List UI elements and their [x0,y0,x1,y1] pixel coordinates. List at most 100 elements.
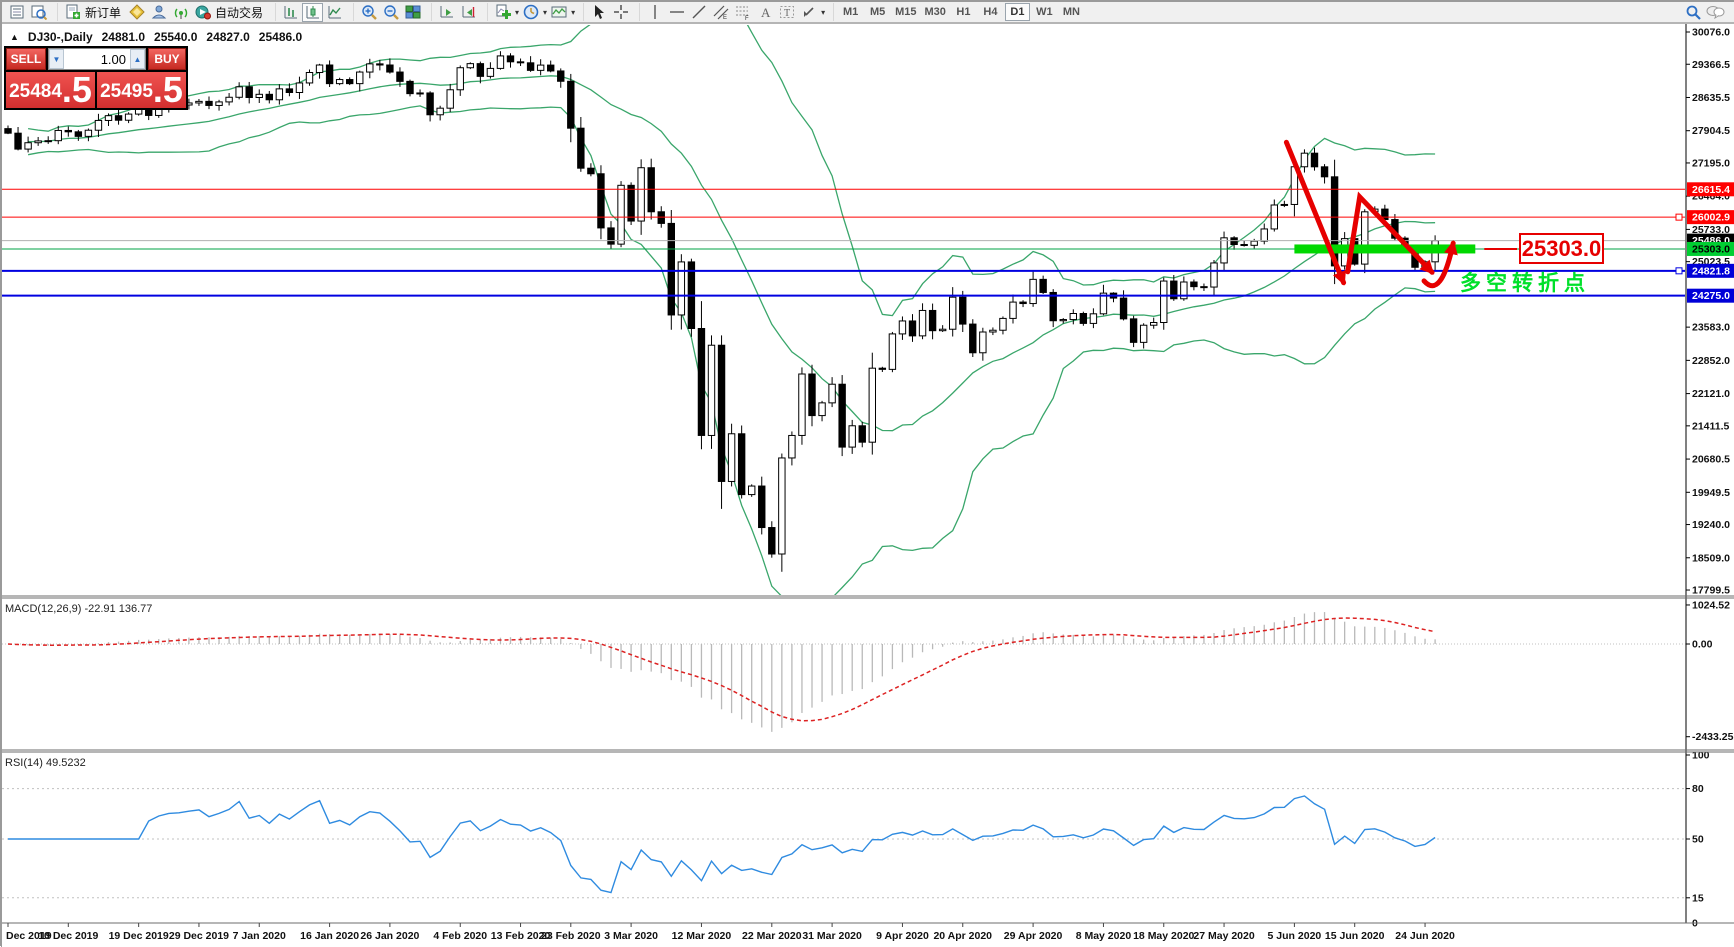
timeframe-button-m30[interactable]: M30 [924,6,946,18]
svg-text:16 Jan 2020: 16 Jan 2020 [300,930,359,942]
horizontal-line-icon[interactable] [666,3,687,22]
timeframe-button-m1[interactable]: M1 [842,6,859,18]
search-icon[interactable] [1683,3,1704,22]
periods-dropdown-icon[interactable]: ▾ [543,7,548,17]
chat-icon[interactable] [1705,3,1726,22]
toolbar-separator [634,3,641,21]
svg-text:8 May 2020: 8 May 2020 [1076,930,1132,942]
svg-text:13 Feb 2020: 13 Feb 2020 [491,930,551,942]
strategy-tester-icon[interactable] [148,3,169,22]
signals-icon[interactable] [170,3,191,22]
timeframe-button-d1[interactable]: D1 [1004,3,1030,21]
volume-decrease-button[interactable]: ▼ [49,49,64,69]
candlestick-type-icon[interactable] [302,2,324,22]
sell-price-box[interactable]: 25484 .5 [6,72,95,108]
toolbar-separator [348,3,355,21]
svg-text:26 Jan 2020: 26 Jan 2020 [360,930,419,942]
timeframe-button-h4[interactable]: H4 [983,6,998,18]
sell-price: 25484 [9,81,62,102]
volume-input[interactable] [64,49,130,69]
market-watch-icon[interactable] [6,3,27,22]
timeframe-button-mn[interactable]: MN [1062,6,1080,18]
svg-text:20680.5: 20680.5 [1692,454,1730,466]
svg-text:24275.0: 24275.0 [1692,290,1730,302]
indicators-icon[interactable] [492,3,513,22]
svg-text:23 Feb 2020: 23 Feb 2020 [541,930,601,942]
svg-text:50: 50 [1692,834,1704,846]
buy-button[interactable]: BUY [148,48,186,70]
svg-text:31 Mar 2020: 31 Mar 2020 [802,930,862,942]
svg-text:7 Jan 2020: 7 Jan 2020 [233,930,286,942]
templates-dropdown-icon[interactable]: ▾ [571,7,576,17]
metaeditor-icon[interactable] [126,3,147,22]
svg-text:29366.5: 29366.5 [1692,59,1730,71]
svg-text:T: T [784,8,790,19]
svg-text:17799.5: 17799.5 [1692,585,1730,597]
fibonacci-icon[interactable]: F [732,3,753,22]
svg-text:80: 80 [1692,783,1704,795]
svg-text:26002.9: 26002.9 [1692,212,1730,224]
timeframe-button-h1[interactable]: H1 [956,6,971,18]
toolbar-separator [52,3,58,21]
tile-windows-icon[interactable] [402,3,423,22]
timeframe-toolbar: M1 M5 M15 M30 H1 H4 D1 W1 MN [838,3,1084,21]
toolbar-separator [482,3,489,21]
trendline-icon[interactable] [688,3,709,22]
svg-text:18509.0: 18509.0 [1692,552,1730,564]
autotrading-icon[interactable] [192,3,213,22]
svg-text:F: F [745,16,749,20]
svg-text:27195.0: 27195.0 [1692,157,1730,169]
svg-text:12 Mar 2020: 12 Mar 2020 [672,930,732,942]
svg-text:-2433.25: -2433.25 [1692,731,1734,743]
svg-text:25303.0: 25303.0 [1692,243,1730,255]
svg-text:20 Apr 2020: 20 Apr 2020 [933,930,992,942]
svg-text:E: E [723,15,727,20]
arrows-dropdown-icon[interactable]: ▾ [821,7,826,17]
svg-text:0.00: 0.00 [1692,639,1713,651]
text-icon[interactable]: A [754,3,775,22]
new-order-icon[interactable] [62,3,83,22]
data-window-icon[interactable] [28,3,49,22]
text-label-icon[interactable]: T [776,3,797,22]
level-callout-label[interactable]: 25303.0 [1519,233,1604,264]
buy-price-fraction: .5 [152,69,183,110]
svg-text:22852.0: 22852.0 [1692,355,1730,367]
indicators-dropdown-icon[interactable]: ▾ [515,7,520,17]
zoom-out-icon[interactable] [380,3,401,22]
svg-text:22 Mar 2020: 22 Mar 2020 [742,930,802,942]
autotrading-button[interactable]: 自动交易 [215,5,264,20]
buy-price-box[interactable]: 25495 .5 [97,72,186,108]
svg-text:27 May 2020: 27 May 2020 [1193,930,1254,942]
zoom-in-icon[interactable] [358,3,379,22]
arrows-icon[interactable] [798,3,819,22]
symbol-marker-icon: ▲ [10,32,19,42]
svg-text:27904.5: 27904.5 [1692,125,1730,137]
timeframe-button-w1[interactable]: W1 [1036,6,1053,18]
svg-text:21411.5: 21411.5 [1692,420,1730,432]
svg-text:29 Apr 2020: 29 Apr 2020 [1004,930,1063,942]
timeframe-button-m15[interactable]: M15 [895,6,917,18]
new-order-button[interactable]: 新订单 [85,5,122,20]
line-chart-type-icon[interactable] [324,3,345,22]
equidistant-channel-icon[interactable]: E [710,3,731,22]
periods-clock-icon[interactable] [520,3,541,22]
templates-icon[interactable] [548,3,569,22]
vertical-line-icon[interactable] [644,3,665,22]
sell-button[interactable]: SELL [6,48,46,70]
volume-increase-button[interactable]: ▲ [130,49,145,69]
svg-text:18 May 2020: 18 May 2020 [1133,930,1194,942]
cursor-icon[interactable] [588,3,609,22]
svg-text:15 Jun 2020: 15 Jun 2020 [1325,930,1385,942]
ohlc-close: 25486.0 [258,30,303,44]
svg-text:29 Dec 2019: 29 Dec 2019 [169,930,229,942]
crosshair-icon[interactable] [610,3,631,22]
svg-text:15: 15 [1692,892,1704,904]
chart-header: ▲ DJ30-,Daily 24881.0 25540.0 24827.0 25… [10,30,302,44]
chart-shift-icon[interactable] [458,3,479,22]
toolbar: 新订单 自动交易 ▾ ▾ ▾ [2,2,1734,24]
svg-text:23583.0: 23583.0 [1692,322,1730,334]
auto-scroll-icon[interactable] [436,3,457,22]
bar-chart-type-icon[interactable] [280,3,301,22]
timeframe-button-m5[interactable]: M5 [869,6,886,18]
